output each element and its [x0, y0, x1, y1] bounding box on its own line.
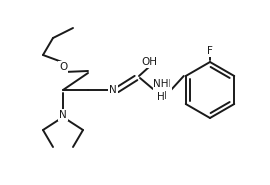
Text: N: N: [59, 110, 67, 120]
Text: N: N: [109, 85, 117, 95]
Text: O: O: [59, 62, 67, 72]
Text: OH: OH: [141, 57, 157, 67]
Text: F: F: [207, 46, 213, 56]
Text: H: H: [157, 92, 165, 102]
Text: NH
H: NH H: [155, 79, 171, 101]
Text: NH: NH: [153, 79, 169, 89]
